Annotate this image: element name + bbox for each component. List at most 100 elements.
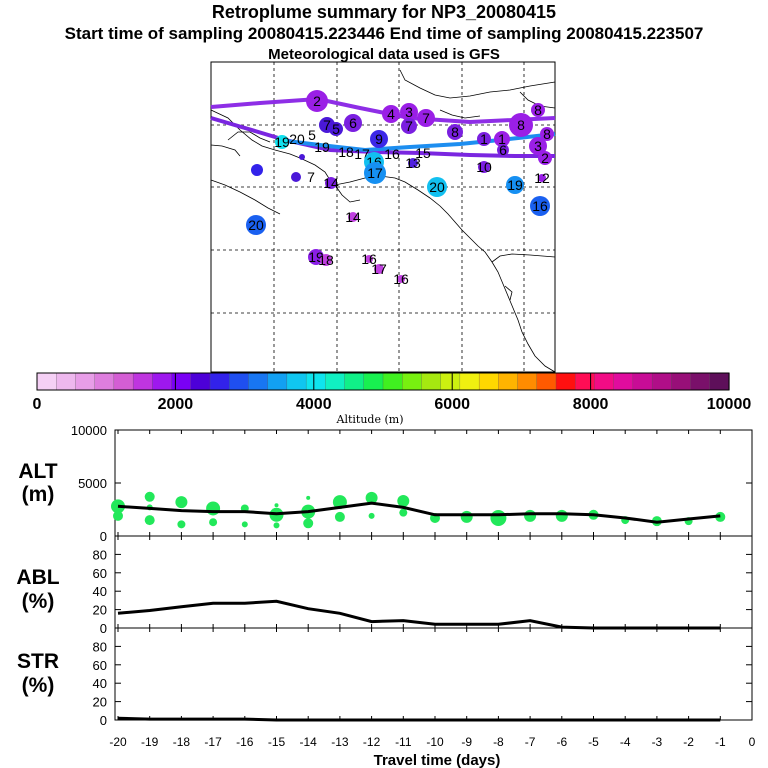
colorbar-cell-27 — [555, 372, 576, 391]
abl-yticks: 80 60 40 20 0 — [93, 547, 752, 636]
map-marker-label-40: 14 — [345, 209, 361, 225]
colorbar-cell-8 — [190, 372, 211, 391]
colorbar-cell-6 — [152, 372, 173, 391]
map-marker-30 — [427, 177, 447, 197]
colorbar-cell-19 — [402, 372, 423, 391]
meteo-source: Meteorological data used is GFS — [268, 46, 500, 63]
colorbar-cell-0 — [36, 372, 57, 391]
map-marker-32 — [530, 196, 550, 216]
map-marker-label-41: 19 — [308, 249, 324, 265]
colorbar-cell-32 — [651, 372, 672, 391]
alt-ytick-label-0: 10000 — [71, 423, 107, 438]
str-label-line1: STR — [17, 650, 59, 673]
colorbar-cell-31 — [632, 372, 653, 391]
map-marker-label-13: 1 — [480, 131, 488, 147]
x-tick-label-6: -14 — [300, 735, 318, 749]
alt-scatter-point-8 — [209, 518, 218, 527]
chart-title: Retroplume summary for NP3_20080415 — [211, 2, 557, 22]
alt-scatter-point-10 — [241, 521, 248, 528]
abl-ytick-label-0: 80 — [93, 547, 107, 562]
time-panels: ALT (m) ABL (%) STR (%) 10000 5000 0 80 60 4… — [16, 423, 755, 768]
map-marker-label-27: 17 — [367, 165, 383, 181]
alt-scatter-point-16 — [306, 495, 311, 500]
map-marker-20 — [275, 135, 289, 149]
alt-mean-line — [117, 501, 721, 524]
map-marker-label-8: 8 — [451, 124, 459, 140]
colorbar-cell-18 — [382, 372, 403, 391]
map-marker-3 — [417, 109, 435, 127]
map-marker-label-14: 9 — [375, 131, 383, 147]
map-marker-label-6: 7 — [323, 117, 331, 133]
x-tick-label-15: -5 — [588, 735, 599, 749]
map-marker-label-7: 5 — [332, 121, 340, 137]
map-marker-label-18: 20 — [289, 131, 305, 147]
map-marker-label-12: 1 — [498, 131, 506, 147]
map-marker-label-29: 10 — [476, 159, 492, 175]
alt-scatter-point-19 — [365, 491, 378, 504]
map-marker-label-1: 4 — [387, 106, 395, 122]
x-tick-label-9: -11 — [395, 735, 412, 749]
colorbar-cell-20 — [421, 372, 442, 391]
x-tick-label-7: -13 — [331, 735, 349, 749]
alt-scatter-point-3 — [144, 515, 155, 526]
abl-label-line2: (%) — [22, 590, 55, 613]
colorbar-cell-34 — [690, 372, 711, 391]
colorbar-cell-11 — [248, 372, 269, 391]
x-tick-label-0: -20 — [109, 735, 127, 749]
colorbar-cell-15 — [325, 372, 346, 391]
alt-scatter-point-27 — [555, 509, 568, 522]
colorbar-cell-9 — [209, 372, 230, 391]
str-label-line2: (%) — [22, 674, 55, 697]
colorbar-tick-label-4: 8000 — [573, 396, 609, 413]
map-marker-29 — [478, 161, 490, 173]
map-coastlines — [210, 69, 556, 373]
map-marker-33 — [538, 174, 546, 182]
alt-label-line1: ALT — [18, 460, 57, 483]
map-marker-label-21: 19 — [314, 139, 330, 155]
alt-scatter-point-25 — [490, 509, 507, 526]
map-marker-label-16: 2 — [541, 150, 549, 166]
colorbar-cell-22 — [459, 372, 480, 391]
alt-scatter-point-12 — [273, 522, 280, 529]
map-marker-5 — [344, 114, 362, 132]
map-marker-45 — [397, 275, 405, 283]
abl-ytick-label-2: 40 — [93, 584, 107, 599]
map-marker-label-37: 7 — [307, 169, 315, 185]
x-tick-label-8: -12 — [363, 735, 381, 749]
abl-line — [117, 599, 721, 630]
x-tick-label-18: -2 — [683, 735, 694, 749]
map-marker-4 — [401, 118, 417, 134]
map-marker-16 — [538, 151, 552, 165]
map-marker-17 — [497, 144, 509, 156]
colorbar-cell-24 — [498, 372, 519, 391]
map-marker-10 — [531, 103, 545, 117]
trajectory-mid — [210, 116, 555, 158]
map-marker-label-22: 18 — [338, 144, 354, 160]
colorbar-cell-25 — [517, 372, 538, 391]
map-marker-label-5: 6 — [349, 115, 357, 131]
colorbar-cell-3 — [94, 372, 115, 391]
x-tick-label-10: -10 — [426, 735, 444, 749]
alt-scatter-point-24 — [460, 510, 473, 523]
map-marker-label-4: 7 — [405, 118, 413, 134]
alt-scatter-point-1 — [113, 510, 123, 521]
alt-scatter-point-22 — [399, 508, 408, 517]
map-marker-label-2: 3 — [405, 104, 413, 120]
colorbar-label: Altitude (m) — [336, 413, 404, 426]
x-tick-label-12: -8 — [493, 735, 504, 749]
map-marker-0 — [306, 90, 328, 112]
map-marker-label-28: 13 — [405, 155, 421, 171]
x-tick-label-16: -4 — [620, 735, 631, 749]
map-marker-label-32: 16 — [532, 198, 548, 214]
str-yticks: 80 60 40 20 0 — [93, 639, 752, 728]
colorbar-cell-29 — [594, 372, 615, 391]
map-marker-label-20: 19 — [274, 134, 290, 150]
colorbar-cell-23 — [478, 372, 499, 391]
alt-scatter-point-18 — [334, 511, 345, 522]
x-tick-label-17: -3 — [652, 735, 663, 749]
str-ytick-label-0: 80 — [93, 639, 107, 654]
map-marker-42 — [320, 254, 332, 266]
map-marker-label-9: 8 — [517, 117, 525, 133]
map-marker-39 — [246, 215, 266, 235]
